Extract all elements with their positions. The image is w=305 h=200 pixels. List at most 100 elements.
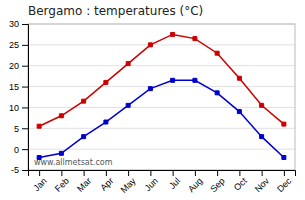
x-tick-mark: [128, 170, 129, 176]
marker: [193, 78, 197, 82]
marker: [215, 51, 219, 55]
y-tick-label: 25: [9, 40, 19, 50]
x-tick-label: Dec: [275, 175, 294, 194]
x-tick-label: May: [119, 175, 138, 194]
x-tick-mark: [217, 170, 218, 176]
y-tick-label: 30: [9, 19, 19, 29]
marker: [260, 135, 264, 139]
y-tick-mark: [22, 24, 28, 25]
x-tick: Mar: [75, 170, 93, 194]
marker: [171, 32, 175, 36]
y-tick-label: -5: [11, 165, 19, 175]
x-tick-label: Sep: [208, 176, 226, 194]
marker: [82, 135, 86, 139]
x-tick-mark: [61, 170, 62, 176]
x-tick-mark: [262, 170, 263, 176]
y-tick: 20: [9, 61, 28, 71]
x-tick-mark: [84, 170, 85, 176]
y-tick-label: 0: [14, 145, 19, 155]
y-tick-mark: [22, 128, 28, 129]
grid: [28, 24, 295, 170]
marker: [237, 76, 241, 80]
chart-container: Jan FebMar AprMay Jun Jul AugSep OctNovDec -5 0 5…: [0, 0, 305, 200]
marks: [37, 32, 286, 159]
marker: [237, 110, 241, 114]
marker: [171, 78, 175, 82]
x-tick-mark: [39, 170, 40, 176]
x-tick: Sep: [208, 170, 226, 194]
y-tick-label: 20: [9, 61, 19, 71]
y-tick-label: 5: [14, 124, 19, 134]
x-tick-label: Nov: [253, 175, 272, 194]
x-tick-mark: [150, 170, 151, 176]
grid-line: [28, 107, 295, 108]
x-tick-label: Jan: [31, 176, 48, 193]
marker: [126, 103, 130, 107]
x-tick: Dec: [275, 170, 294, 194]
plot-frame: [28, 24, 295, 170]
x-tick: May: [119, 170, 138, 195]
series-markers: [37, 32, 286, 128]
y-axis: -5 0 5 10 15 20 25 30: [9, 19, 29, 175]
x-tick-label: Jul: [167, 176, 182, 191]
x-tick-mark: [239, 170, 240, 176]
y-axis-line: [22, 25, 29, 171]
x-axis-line: [29, 171, 296, 177]
marker: [148, 87, 152, 91]
y-tick-label: 15: [9, 82, 19, 92]
marker: [260, 103, 264, 107]
y-tick-mark: [22, 107, 28, 108]
marker: [215, 91, 219, 95]
x-tick: Jun: [143, 170, 160, 193]
x-tick: Aug: [186, 170, 204, 194]
marker: [104, 120, 108, 124]
x-tick-label: Apr: [98, 176, 115, 193]
marker: [82, 99, 86, 103]
y-tick: 30: [9, 19, 28, 29]
grid-line: [28, 44, 295, 45]
marker: [282, 155, 286, 159]
y-tick-mark: [22, 149, 28, 150]
y-tick: 25: [9, 40, 28, 50]
y-tick-label: 10: [9, 103, 19, 113]
marker: [37, 124, 41, 128]
x-tick-mark: [195, 170, 196, 176]
x-tick-label: Mar: [75, 176, 93, 194]
y-tick: 5: [14, 124, 28, 134]
marker: [126, 62, 130, 66]
x-tick: Nov: [253, 170, 272, 194]
marker: [104, 80, 108, 84]
y-tick: 10: [9, 103, 28, 113]
marker: [282, 122, 286, 126]
marker: [59, 151, 63, 155]
series-line: [39, 80, 284, 157]
marker: [193, 37, 197, 41]
annotation: www.allmetsat.com: [34, 158, 113, 167]
marker: [148, 43, 152, 47]
y-tick-mark: [22, 170, 28, 171]
grid-line: [28, 86, 295, 87]
y-tick: 15: [9, 82, 28, 92]
x-tick: Feb: [53, 170, 71, 194]
series-line: [39, 34, 284, 126]
x-axis: Jan FebMar AprMay Jun Jul AugSep OctNovDec: [29, 170, 296, 195]
x-tick: Oct: [232, 170, 249, 193]
x-tick-mark: [173, 170, 174, 176]
series-markers: [37, 78, 286, 159]
x-tick-mark: [284, 170, 285, 176]
chart: Jan FebMar AprMay Jun Jul AugSep OctNovDec -5 0 5…: [0, 0, 305, 200]
y-tick-mark: [22, 45, 28, 46]
title: Bergamo : temperatures (°C): [28, 4, 203, 18]
y-tick: 0: [14, 145, 28, 155]
grid-line: [28, 65, 295, 66]
x-tick: Apr: [98, 170, 115, 193]
marker: [59, 114, 63, 118]
y-tick: -5: [11, 165, 28, 175]
plot: Jan FebMar AprMay Jun Jul AugSep OctNovDec -5 0 5…: [9, 19, 296, 195]
x-tick-label: Oct: [232, 175, 249, 192]
x-tick: Jan: [31, 170, 48, 193]
x-tick-label: Feb: [53, 176, 71, 194]
y-tick-mark: [22, 87, 28, 88]
x-tick-label: Jun: [143, 176, 160, 193]
x-tick: Jul: [167, 170, 182, 191]
